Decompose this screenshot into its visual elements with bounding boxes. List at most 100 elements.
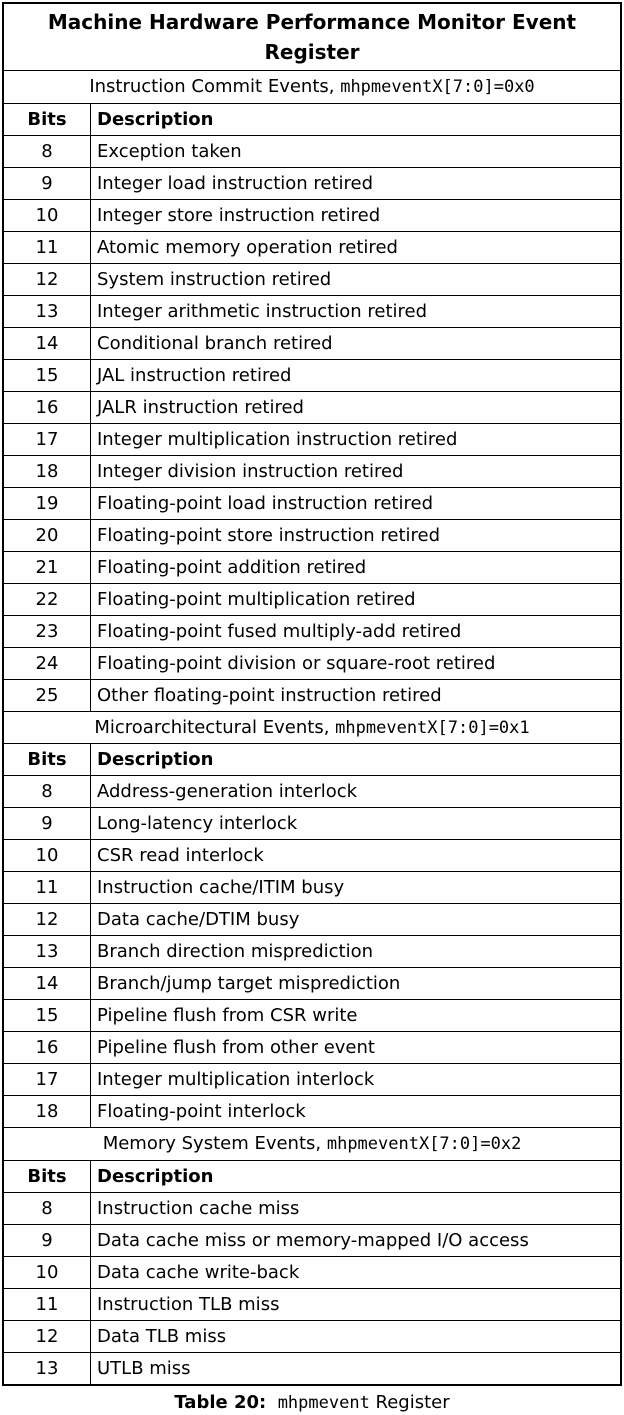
section-row: Microarchitectural Events, mhpmeventX[7:… [3,711,621,744]
table-row: 25Other floating-point instruction retir… [3,679,621,711]
table-row: 11Atomic memory operation retired [3,231,621,263]
table-row: 12Data cache/DTIM busy [3,904,621,936]
table-caption: Table 20: mhpmevent Register [2,1392,622,1413]
table-row: 9Integer load instruction retired [3,167,621,199]
description-cell: Address-generation interlock [91,776,622,808]
bits-cell: 15 [3,1000,91,1032]
bits-cell: 17 [3,1064,91,1096]
bits-cell: 20 [3,519,91,551]
description-cell: System instruction retired [91,263,622,295]
table-row: 17Integer multiplication interlock [3,1064,621,1096]
description-cell: Pipeline flush from other event [91,1032,622,1064]
bits-cell: 10 [3,1256,91,1288]
bits-cell: 19 [3,487,91,519]
description-cell: Data cache miss or memory-mapped I/O acc… [91,1224,622,1256]
description-cell: Instruction TLB miss [91,1288,622,1320]
table-row: 18Floating-point interlock [3,1096,621,1128]
description-cell: Exception taken [91,135,622,167]
mhpmevent-register-table: Machine Hardware Performance Monitor Eve… [2,2,622,1386]
table-row: 22Floating-point multiplication retired [3,583,621,615]
section-label-prefix: Instruction Commit Events, [89,76,340,97]
description-cell: Integer division instruction retired [91,455,622,487]
description-cell: Floating-point multiplication retired [91,583,622,615]
table-row: 11Instruction cache/ITIM busy [3,872,621,904]
bits-cell: 8 [3,1192,91,1224]
description-cell: JAL instruction retired [91,359,622,391]
bits-cell: 18 [3,1096,91,1128]
bits-cell: 11 [3,872,91,904]
table-row: 17Integer multiplication instruction ret… [3,423,621,455]
description-cell: Floating-point interlock [91,1096,622,1128]
caption-label: Table 20: [174,1392,266,1413]
table-row: 14Conditional branch retired [3,327,621,359]
section-label-prefix: Microarchitectural Events, [94,717,335,738]
bits-cell: 9 [3,808,91,840]
bits-header: Bits [3,1160,91,1192]
table-row: 9Long-latency interlock [3,808,621,840]
description-cell: Pipeline flush from CSR write [91,1000,622,1032]
bits-cell: 14 [3,327,91,359]
table-row: 8Address-generation interlock [3,776,621,808]
description-cell: Integer store instruction retired [91,199,622,231]
table-row: 10Integer store instruction retired [3,199,621,231]
description-cell: Floating-point addition retired [91,551,622,583]
description-cell: Data TLB miss [91,1320,622,1352]
section-row: Memory System Events, mhpmeventX[7:0]=0x… [3,1128,621,1161]
description-cell: Long-latency interlock [91,808,622,840]
description-cell: Other floating-point instruction retired [91,679,622,711]
section-label-code: mhpmeventX[7:0]=0x2 [327,1134,521,1154]
bits-cell: 13 [3,295,91,327]
section-label: Instruction Commit Events, mhpmeventX[7:… [3,71,621,104]
description-cell: Branch/jump target misprediction [91,968,622,1000]
table-row: 11Instruction TLB miss [3,1288,621,1320]
bits-cell: 22 [3,583,91,615]
table-row: 13UTLB miss [3,1352,621,1385]
section-label-code: mhpmeventX[7:0]=0x1 [335,718,529,738]
description-cell: UTLB miss [91,1352,622,1385]
table-row: 24Floating-point division or square-root… [3,647,621,679]
description-cell: Floating-point load instruction retired [91,487,622,519]
bits-cell: 13 [3,936,91,968]
description-cell: Instruction cache/ITIM busy [91,872,622,904]
description-header: Description [91,103,622,135]
bits-cell: 21 [3,551,91,583]
bits-cell: 14 [3,968,91,1000]
bits-cell: 16 [3,1032,91,1064]
description-cell: Integer arithmetic instruction retired [91,295,622,327]
table-row: 8Exception taken [3,135,621,167]
bits-cell: 10 [3,840,91,872]
bits-cell: 16 [3,391,91,423]
bits-cell: 12 [3,1320,91,1352]
table-row: 13Integer arithmetic instruction retired [3,295,621,327]
section-row: Instruction Commit Events, mhpmeventX[7:… [3,71,621,104]
bits-cell: 8 [3,135,91,167]
description-cell: Instruction cache miss [91,1192,622,1224]
table-row: 21Floating-point addition retired [3,551,621,583]
bits-cell: 25 [3,679,91,711]
bits-cell: 24 [3,647,91,679]
description-cell: JALR instruction retired [91,391,622,423]
description-cell: Data cache/DTIM busy [91,904,622,936]
bits-cell: 9 [3,167,91,199]
description-cell: Integer multiplication interlock [91,1064,622,1096]
bits-cell: 11 [3,1288,91,1320]
table-row: 9Data cache miss or memory-mapped I/O ac… [3,1224,621,1256]
bits-cell: 12 [3,904,91,936]
header-row: BitsDescription [3,103,621,135]
table-row: 23Floating-point fused multiply-add reti… [3,615,621,647]
table-row: 16JALR instruction retired [3,391,621,423]
table-row: 8Instruction cache miss [3,1192,621,1224]
table-title: Machine Hardware Performance Monitor Eve… [3,3,621,71]
table-row: 18Integer division instruction retired [3,455,621,487]
description-header: Description [91,744,622,776]
description-cell: Floating-point fused multiply-add retire… [91,615,622,647]
description-cell: Floating-point division or square-root r… [91,647,622,679]
bits-cell: 9 [3,1224,91,1256]
section-label: Microarchitectural Events, mhpmeventX[7:… [3,711,621,744]
table-row: 12System instruction retired [3,263,621,295]
bits-cell: 8 [3,776,91,808]
bits-cell: 13 [3,1352,91,1385]
description-cell: Atomic memory operation retired [91,231,622,263]
section-label-code: mhpmeventX[7:0]=0x0 [340,77,534,97]
table-row: 10CSR read interlock [3,840,621,872]
